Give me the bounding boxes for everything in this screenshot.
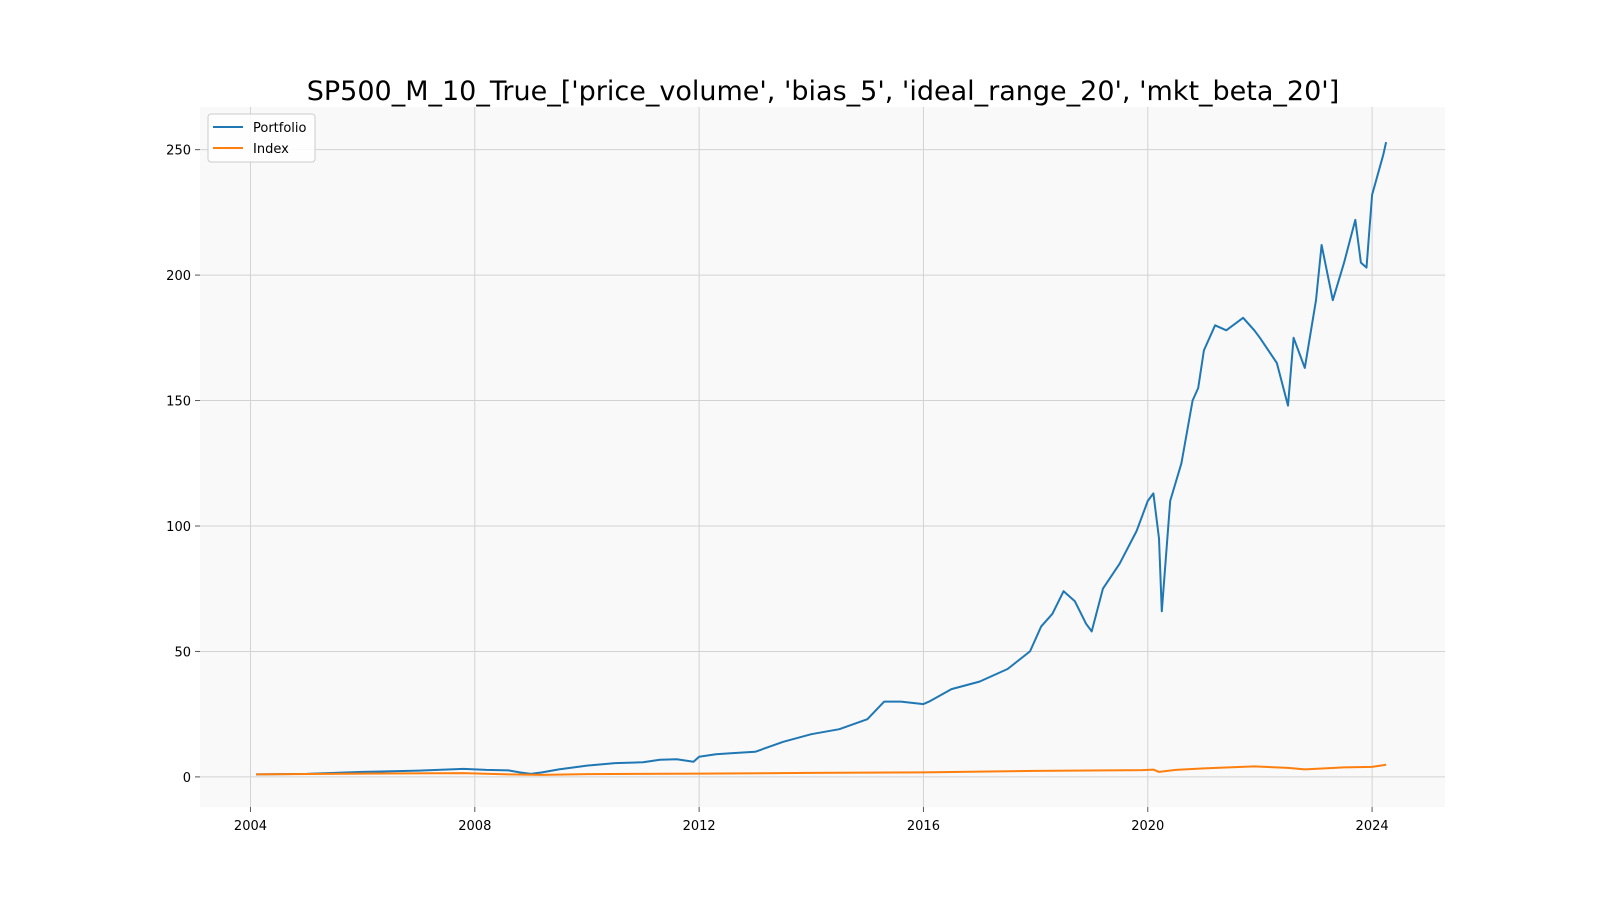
y-tick-label-200: 200 [166,269,191,284]
x-tick-label-2012: 2012 [683,819,716,834]
x-tick-label-2024: 2024 [1356,819,1389,834]
x-tick-label-2020: 2020 [1131,819,1164,834]
y-tick-label-50: 50 [174,645,191,660]
chart-title: SP500_M_10_True_['price_volume', 'bias_5… [307,76,1339,107]
x-tick-label-2016: 2016 [907,819,940,834]
legend-label-index: Index [253,142,289,157]
grid-lines [200,107,1445,807]
series-lines [256,141,1388,776]
x-tick-label-2008: 2008 [458,819,491,834]
y-tick-label-0: 0 [183,771,191,786]
legend: Portfolio Index [207,113,316,163]
series-line-portfolio [256,141,1388,776]
series-line-index [256,763,1387,776]
axis-ticks: 2004 2008 2012 2016 2020 2024 0 50 100 150 200 250 [166,144,1388,834]
x-tick-label-2004: 2004 [234,819,267,834]
plot-area [200,107,1445,807]
y-tick-label-100: 100 [166,520,191,535]
y-tick-label-250: 250 [166,144,191,159]
y-tick-label-150: 150 [166,395,191,410]
legend-label-portfolio: Portfolio [253,121,307,136]
